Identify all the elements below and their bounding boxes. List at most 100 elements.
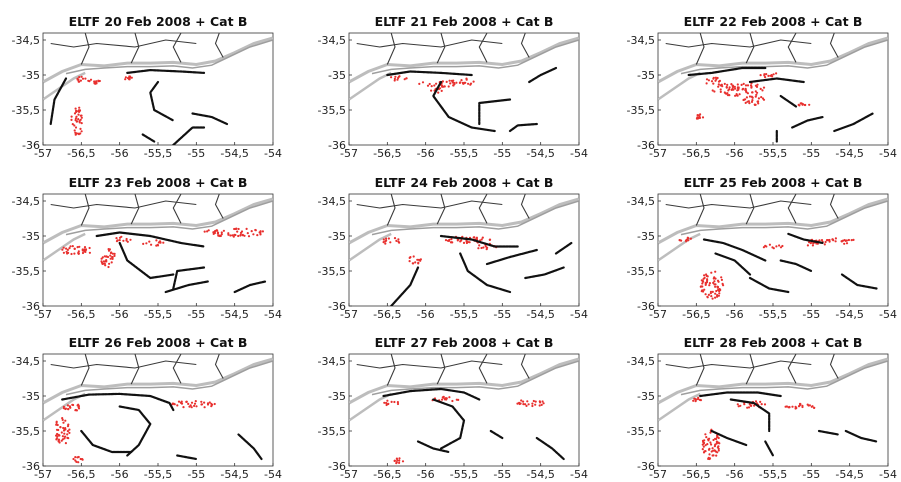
tracer-point: [84, 246, 86, 248]
tracer-point: [221, 231, 223, 233]
tracer-point: [466, 79, 468, 81]
tracer-point: [82, 78, 84, 80]
tracer-point: [467, 83, 469, 85]
tracer-point: [435, 83, 437, 85]
x-tick-label: -54,5: [526, 468, 554, 481]
tracer-point: [720, 91, 722, 93]
tracer-point: [756, 86, 758, 88]
tracer-point: [448, 396, 450, 398]
tracer-point: [736, 89, 738, 91]
tracer-point: [709, 457, 711, 459]
tracer-point: [124, 78, 126, 80]
tracer-point: [717, 442, 719, 444]
y-tick-label: -36: [637, 139, 655, 152]
tracer-point: [75, 119, 77, 121]
tracer-point: [703, 274, 705, 276]
tracer-point: [78, 407, 80, 409]
tracer-point: [522, 401, 524, 403]
x-tick-label: -55: [493, 468, 511, 481]
tracer-point: [90, 79, 92, 81]
tracer-point: [771, 74, 773, 76]
tracer-point: [75, 134, 77, 136]
tracer-point: [398, 457, 400, 459]
tracer-point: [396, 79, 398, 81]
x-tick-label: -55: [187, 468, 205, 481]
tracer-point: [159, 240, 161, 242]
tracer-point: [252, 233, 254, 235]
tracer-point: [193, 405, 195, 407]
x-tick-label: -54,5: [220, 468, 248, 481]
panel-2: ELTF 21 Feb 2008 + Cat B-57 -56,5 -56 -55,5…: [318, 14, 588, 160]
tracer-point: [755, 90, 757, 92]
tracer-point: [122, 240, 124, 242]
tracer-point: [835, 237, 837, 239]
panel-title: ELTF 23 Feb 2008 + Cat B: [69, 175, 248, 190]
x-tick-label: -55: [493, 147, 511, 160]
tracer-point: [706, 82, 708, 84]
tracer-point: [69, 407, 71, 409]
tracer-point: [59, 426, 61, 428]
panel-title: ELTF 20 Feb 2008 + Cat B: [69, 14, 248, 29]
tracer-point: [176, 404, 178, 406]
y-tick-label: -36: [328, 139, 346, 152]
tracer-point: [477, 247, 479, 249]
tracer-point: [412, 262, 414, 264]
y-tick-label: -35: [22, 390, 40, 403]
tracer-point: [801, 102, 803, 104]
tracer-point: [821, 239, 823, 241]
tracer-point: [807, 244, 809, 246]
tracer-point: [726, 87, 728, 89]
tracer-point: [439, 87, 441, 89]
tracer-point: [74, 248, 76, 250]
tracer-point: [724, 83, 726, 85]
tracer-point: [110, 258, 112, 260]
tracer-point: [114, 253, 116, 255]
tracer-point: [233, 236, 235, 238]
tracer-point: [385, 238, 387, 240]
tracer-point: [751, 101, 753, 103]
panel-title: ELTF 27 Feb 2008 + Cat B: [375, 335, 554, 350]
tracer-point: [714, 293, 716, 295]
x-tick-label: -54,5: [220, 308, 248, 321]
tracer-point: [65, 248, 67, 250]
tracer-point: [754, 104, 756, 106]
tracer-point: [73, 253, 75, 255]
tracer-point: [705, 436, 707, 438]
tracer-point: [72, 458, 74, 460]
tracer-point: [482, 246, 484, 248]
y-tick-label: -36: [328, 300, 346, 313]
tracer-point: [719, 80, 721, 82]
y-tick-label: -35,5: [627, 265, 655, 278]
tracer-point: [214, 403, 216, 405]
tracer-point: [72, 245, 74, 247]
tracer-point: [698, 115, 700, 117]
y-tick-label: -35: [22, 230, 40, 243]
tracer-point: [155, 245, 157, 247]
tracer-point: [709, 441, 711, 443]
tracer-point: [712, 282, 714, 284]
tracer-point: [216, 230, 218, 232]
tracer-point: [223, 230, 225, 232]
y-tick-label: -36: [637, 300, 655, 313]
tracer-point: [77, 110, 79, 112]
tracer-point: [162, 242, 164, 244]
tracer-point: [699, 399, 701, 401]
tracer-point: [89, 252, 91, 254]
tracer-point: [394, 78, 396, 80]
x-tick-label: -55,5: [450, 308, 478, 321]
tracer-point: [486, 248, 488, 250]
tracer-point: [459, 240, 461, 242]
tracer-point: [208, 229, 210, 231]
tracer-point: [775, 72, 777, 74]
tracer-point: [741, 84, 743, 86]
tracer-point: [693, 398, 695, 400]
tracer-point: [78, 246, 80, 248]
tracer-point: [84, 78, 86, 80]
tracer-point: [427, 85, 429, 87]
tracer-point: [826, 239, 828, 241]
tracer-point: [397, 401, 399, 403]
tracer-point: [235, 228, 237, 230]
tracer-point: [74, 456, 76, 458]
tracer-point: [191, 406, 193, 408]
